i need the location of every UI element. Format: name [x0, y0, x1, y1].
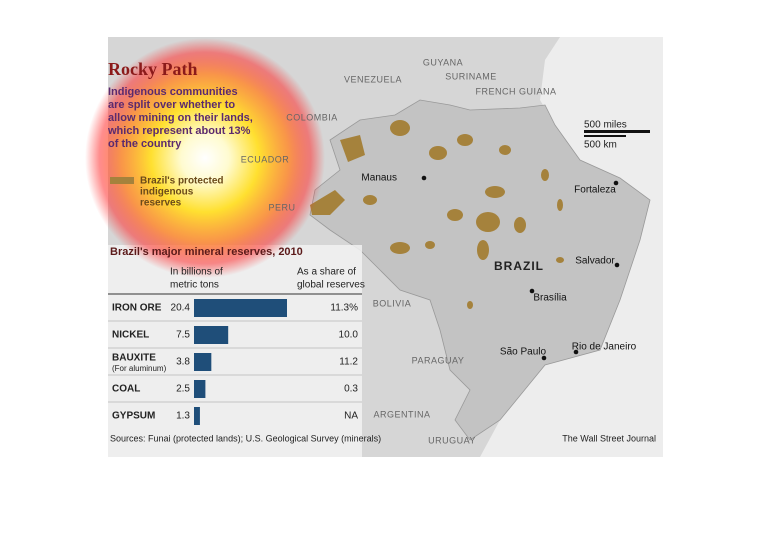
country-label: URUGUAY: [428, 435, 476, 445]
subtitle: are split over whether to: [108, 99, 235, 111]
chart-title: Brazil's major mineral reserves, 2010: [110, 246, 303, 258]
city-label: Rio de Janeiro: [572, 342, 637, 353]
scale-bar: [584, 130, 650, 133]
share-label: 11.3%: [330, 303, 358, 314]
bar: [194, 299, 287, 317]
legend-text: Brazil's protected: [140, 176, 224, 187]
city-dot: [541, 355, 547, 361]
country-label: ARGENTINA: [373, 409, 430, 419]
legend-swatch: [110, 177, 134, 184]
bar: [194, 407, 200, 425]
source: Sources: Funai (protected lands); U.S. G…: [110, 433, 381, 443]
legend-text: indigenous: [140, 187, 194, 198]
country-label: BOLIVIA: [373, 298, 412, 308]
country-label: SURINAME: [445, 71, 497, 81]
category-label: NICKEL: [112, 330, 149, 341]
country-label: FRENCH GUIANA: [475, 86, 556, 96]
value-label: 3.8: [176, 357, 190, 368]
subtitle: allow mining on their lands,: [108, 112, 253, 124]
column-header: metric tons: [170, 280, 219, 291]
column-header: In billions of: [170, 267, 223, 278]
country-label: GUYANA: [423, 57, 463, 67]
share-label: 10.0: [339, 330, 359, 341]
ocean: [480, 37, 663, 457]
country-label: PARAGUAY: [412, 355, 465, 365]
column-header: As a share of: [297, 267, 356, 278]
city-dot: [573, 349, 579, 355]
value-label: 1.3: [176, 411, 190, 422]
share-label: NA: [344, 411, 358, 422]
city-label: Fortaleza: [574, 185, 616, 196]
bar: [194, 380, 206, 398]
category-label: BAUXITE: [112, 353, 156, 364]
value-label: 2.5: [176, 384, 190, 395]
country-label: ECUADOR: [241, 154, 290, 164]
legend-text: reserves: [140, 198, 182, 209]
value-label: 20.4: [171, 303, 191, 314]
category-label: IRON ORE: [112, 303, 162, 314]
title: Rocky Path: [108, 59, 198, 79]
scale-label: 500 km: [584, 140, 617, 151]
city-label: Brasília: [533, 293, 567, 304]
scale-label: 500 miles: [584, 120, 627, 131]
city-dot: [614, 262, 620, 268]
share-label: 11.2: [339, 357, 358, 368]
city-label: São Paulo: [500, 347, 547, 358]
city-label: Salvador: [575, 256, 615, 267]
share-label: 0.3: [344, 384, 358, 395]
category-label: COAL: [112, 384, 140, 395]
city-dot: [613, 180, 619, 186]
column-header: global reserves: [297, 280, 365, 291]
country-label: COLOMBIA: [286, 112, 338, 122]
city-label: Manaus: [361, 173, 397, 184]
country-label: VENEZUELA: [344, 74, 402, 84]
subtitle: of the country: [108, 138, 182, 150]
bar: [194, 353, 212, 371]
credit: The Wall Street Journal: [562, 433, 656, 443]
category-note: (For aluminum): [112, 364, 167, 373]
city-dot: [421, 175, 427, 181]
subtitle: which represent about 13%: [107, 125, 251, 137]
value-label: 7.5: [176, 330, 190, 341]
reserves: [310, 120, 564, 309]
subtitle: Indigenous communities: [108, 86, 238, 98]
category-label: GYPSUM: [112, 411, 155, 422]
country-label: BRAZIL: [494, 259, 544, 273]
country-label: PERU: [268, 202, 295, 212]
chart-panel: [108, 245, 362, 457]
glow-overlay: [85, 38, 325, 278]
city-dot: [529, 288, 535, 294]
scale-bar: [584, 135, 626, 137]
bar: [194, 326, 229, 344]
